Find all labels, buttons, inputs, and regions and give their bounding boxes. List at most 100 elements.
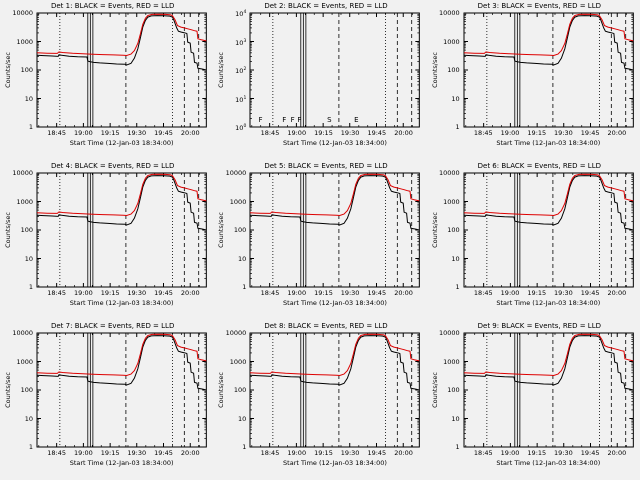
events-curve [36,15,207,71]
chart-canvas [249,12,421,128]
x-tick-label: 19:15 [100,289,120,297]
chart-canvas [249,332,421,448]
chart-canvas [463,12,634,128]
chart-panel-det-7: Det 7: BLACK = Events, RED = LLD 1 10 100 10… [0,320,213,480]
x-axis-label: Start Time (12-Jan-03 18:34:00) [69,139,174,147]
y-tick-label: 100 [233,226,247,234]
x-tick-label: 19:45 [580,289,600,297]
x-tick-label: 19:45 [367,449,387,457]
y-axis-label: Counts/sec [4,212,12,248]
y-axis-label: Counts/sec [430,372,439,408]
y-tick-label: 100 [20,226,33,234]
lld-curve [36,173,207,217]
chart-title: Det 6: BLACK = Events, RED = LLD [477,162,601,170]
x-tick-label: 19:15 [314,449,333,457]
chart-panel-det-6: Det 6: BLACK = Events, RED = LLD 1 10 100 10… [427,160,640,320]
x-tick-label: 19:15 [100,129,120,137]
y-tick-label: 10000 [12,9,33,17]
y-axis-label: Counts/sec [4,52,12,88]
x-tick-label: 18:45 [47,129,66,137]
x-tick-label: 19:15 [527,449,547,457]
y-tick-label: 1000 [229,197,247,206]
x-tick-label: 18:45 [260,289,280,297]
plot-frame [249,332,421,448]
y-tick-label: 10 [24,254,33,263]
x-tick-label: 20:00 [394,289,413,297]
x-axis-label: Start Time (12-Jan-03 18:34:00) [283,299,387,307]
y-tick-label: 10 [451,414,460,423]
x-tick-label: 19:15 [527,129,547,137]
x-tick-label: 18:45 [47,449,66,457]
flag-letter: E [354,116,359,124]
x-tick-label: 20:00 [607,449,627,457]
x-tick-label: 19:00 [74,289,93,297]
x-tick-label: 19:00 [287,129,307,137]
chart-title: Det 2: BLACK = Events, RED = LLD [264,2,388,10]
y-tick-label: 10 [238,254,247,263]
y-axis-label: Counts/sec [217,212,226,248]
y-tick-label: 100 [233,386,247,394]
y-tick-label: 1 [242,443,247,451]
y-tick-label: 10000 [225,329,247,337]
events-curve [463,175,634,231]
x-axis-label: Start Time (12-Jan-03 18:34:00) [496,299,601,307]
y-tick-label: 1 [28,443,33,451]
lld-curve [36,13,207,57]
x-tick-label: 19:45 [367,129,387,137]
y-tick-label: 10000 [438,9,460,17]
x-tick-label: 19:00 [287,449,307,457]
lld-curve [463,13,634,57]
y-tick-label: 10000 [438,169,460,177]
x-axis-label: Start Time (12-Jan-03 18:34:00) [283,459,387,467]
y-tick-label: 1 [455,443,460,451]
y-tick-label: 10000 [225,169,247,177]
y-axis-label: Counts/sec [217,52,226,88]
x-tick-label: 19:15 [527,289,547,297]
y-tick-label: 10000 [438,329,460,337]
chart-canvas [463,332,634,448]
x-axis-label: Start Time (12-Jan-03 18:34:00) [496,139,601,147]
y-tick-label: 102 [235,67,247,76]
y-tick-label: 1 [242,283,247,291]
x-tick-label: 19:45 [154,289,173,297]
y-axis-label: Counts/sec [4,372,12,408]
y-tick-label: 103 [235,38,247,47]
x-tick-label: 19:15 [314,289,333,297]
chart-panel-det-8: Det 8: BLACK = Events, RED = LLD 1 10 100 10… [213,320,426,480]
x-tick-label: 19:45 [154,449,173,457]
x-tick-label: 19:00 [74,449,93,457]
chart-canvas [36,332,207,448]
y-tick-label: 104 [235,10,247,19]
x-tick-label: 18:45 [260,449,280,457]
y-tick-label: 10 [24,94,33,103]
flag-letter: F [282,116,287,124]
x-tick-label: 20:00 [180,449,200,457]
flag-letter: S [327,116,332,124]
x-tick-label: 19:30 [127,129,147,137]
x-tick-label: 20:00 [394,129,413,137]
chart-canvas [463,172,634,288]
x-tick-label: 19:30 [554,449,573,457]
events-curve [36,175,207,231]
y-tick-label: 100 [235,124,247,133]
y-tick-label: 101 [235,95,247,104]
y-tick-label: 10 [24,414,33,423]
x-tick-label: 20:00 [607,129,627,137]
x-axis-label: Start Time (12-Jan-03 18:34:00) [283,139,387,147]
y-tick-label: 1 [28,283,33,291]
x-tick-label: 19:45 [367,289,387,297]
x-tick-label: 19:00 [500,289,520,297]
chart-canvas [249,172,421,288]
events-curve [250,175,420,231]
y-tick-label: 1000 [16,357,33,366]
lld-curve [463,173,634,217]
events-curve [36,335,207,391]
plot-frame [463,12,634,128]
y-tick-label: 1 [455,283,460,291]
y-tick-label: 100 [447,66,460,74]
x-axis-label: Start Time (12-Jan-03 18:34:00) [496,459,601,467]
x-tick-label: 18:45 [473,129,493,137]
lld-curve [36,333,207,377]
x-tick-label: 19:00 [74,129,93,137]
